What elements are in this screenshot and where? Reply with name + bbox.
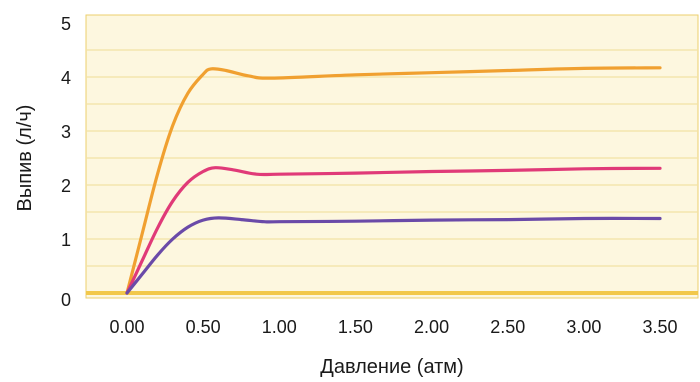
x-tick-label: 0.50 <box>186 317 221 337</box>
y-tick-labels: 0 1 2 3 4 5 <box>61 14 71 310</box>
y-tick-label: 4 <box>61 68 71 88</box>
y-tick-label: 3 <box>61 122 71 142</box>
x-tick-label: 0.00 <box>109 317 144 337</box>
x-tick-label: 2.50 <box>490 317 525 337</box>
gridlines <box>86 49 698 267</box>
y-axis-label: Выпив (л/ч) <box>14 105 36 212</box>
y-tick-label: 1 <box>61 230 71 250</box>
x-tick-label: 1.00 <box>262 317 297 337</box>
y-tick-label: 5 <box>61 14 71 34</box>
x-tick-label: 2.00 <box>414 317 449 337</box>
series-line-1 <box>125 66 662 295</box>
x-axis-label: Давление (атм) <box>320 356 463 378</box>
x-tick-label: 3.00 <box>566 317 601 337</box>
y-tick-label: 2 <box>61 176 71 196</box>
x-tick-label: 3.50 <box>642 317 677 337</box>
x-tick-label: 1.50 <box>338 317 373 337</box>
series-line-2 <box>125 166 662 295</box>
plot-area <box>85 14 699 299</box>
y-tick-label: 0 <box>61 290 71 310</box>
series-layer <box>125 66 662 295</box>
x-tick-labels: 0.00 0.50 1.00 1.50 2.00 2.50 3.00 3.50 <box>109 317 677 337</box>
series-line-3 <box>125 216 662 295</box>
